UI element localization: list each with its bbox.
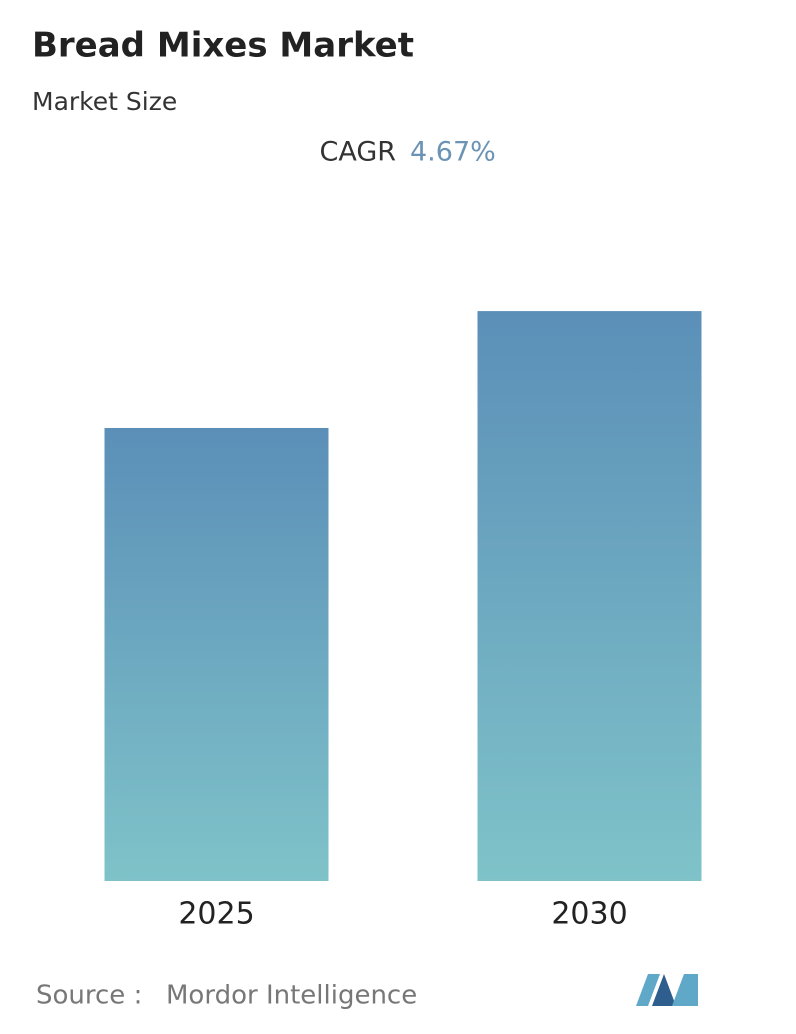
chart-subtitle: Market Size — [32, 87, 177, 116]
bar — [104, 427, 329, 881]
source: Mordor Intelligence — [166, 981, 417, 1011]
bar — [477, 311, 702, 881]
x-tick-label: 2025 — [178, 897, 254, 932]
logo — [636, 974, 698, 1006]
source-label: Source : — [36, 981, 142, 1011]
x-tick-label: 2030 — [551, 897, 627, 932]
chart-title: Bread Mixes Market — [32, 26, 414, 66]
cagr-label: CAGR — [319, 137, 396, 168]
cagr-value: 4.67% — [410, 137, 496, 168]
